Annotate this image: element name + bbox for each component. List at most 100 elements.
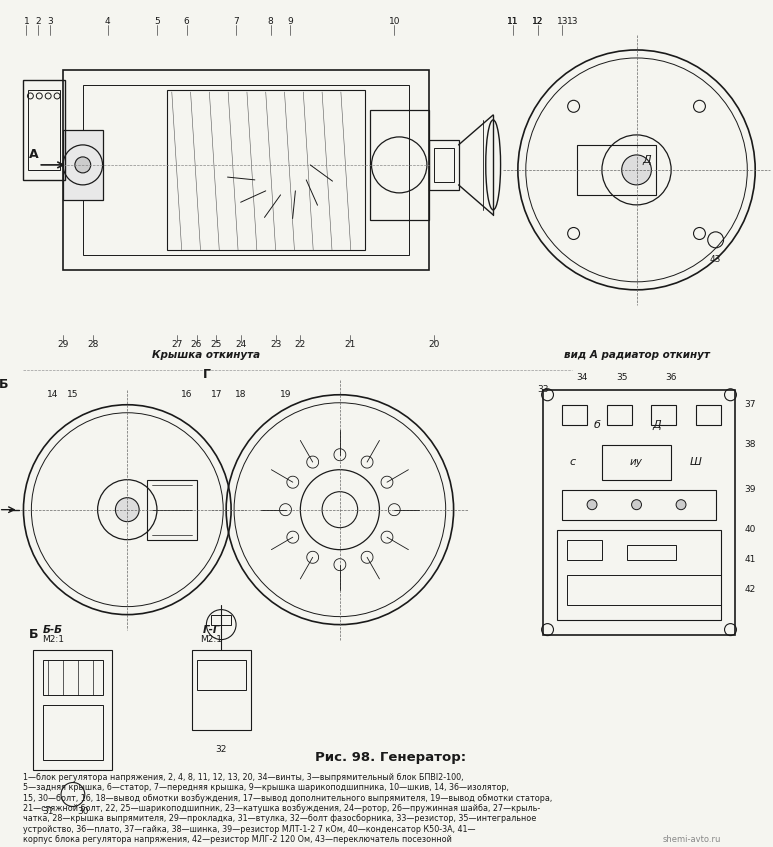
Text: 22: 22 xyxy=(295,340,306,349)
Text: 26: 26 xyxy=(191,340,203,349)
Circle shape xyxy=(587,500,597,510)
Text: Г: Г xyxy=(203,368,210,381)
Text: 16: 16 xyxy=(181,390,192,399)
Bar xyxy=(83,85,409,255)
Bar xyxy=(567,540,602,560)
Text: 4: 4 xyxy=(104,18,111,26)
Bar xyxy=(557,529,720,620)
Bar xyxy=(696,405,720,424)
Bar xyxy=(602,445,671,479)
Text: 15, 30—болт, 16, 18—вывод обмотки возбуждения, 17—вывод дополнительного выпрямит: 15, 30—болт, 16, 18—вывод обмотки возбуж… xyxy=(23,794,553,802)
Bar xyxy=(43,660,103,695)
Bar xyxy=(627,545,676,560)
Text: 23: 23 xyxy=(270,340,281,349)
Text: 27: 27 xyxy=(171,340,182,349)
Text: Рис. 98. Генератор:: Рис. 98. Генератор: xyxy=(315,751,466,764)
Text: 1: 1 xyxy=(23,18,29,26)
Text: 21: 21 xyxy=(344,340,356,349)
Text: Б: Б xyxy=(29,628,38,641)
Text: 11: 11 xyxy=(507,18,519,26)
Circle shape xyxy=(676,500,686,510)
Bar xyxy=(577,145,656,195)
Bar xyxy=(429,140,458,190)
Text: 9: 9 xyxy=(288,18,293,26)
Text: б: б xyxy=(594,420,601,429)
Text: 11: 11 xyxy=(507,18,519,26)
Text: Б-Б: Б-Б xyxy=(43,624,63,634)
Text: 41: 41 xyxy=(744,555,756,564)
Bar xyxy=(567,574,720,605)
Text: 32: 32 xyxy=(216,745,227,754)
Text: М2:1: М2:1 xyxy=(200,635,223,644)
Text: 40: 40 xyxy=(744,525,756,534)
Text: 3: 3 xyxy=(47,18,53,26)
Bar xyxy=(63,130,103,200)
Bar xyxy=(563,490,716,520)
Text: 13: 13 xyxy=(567,18,578,26)
Bar xyxy=(23,25,587,335)
Text: 30: 30 xyxy=(77,807,89,816)
Text: вид А радиатор откинут: вид А радиатор откинут xyxy=(564,350,710,360)
Text: 10: 10 xyxy=(389,18,400,26)
Text: 24: 24 xyxy=(235,340,247,349)
Text: 14: 14 xyxy=(47,390,59,399)
Text: 21—стяжной болт, 22, 25—шарикоподшипник, 23—катушка возбуждения, 24—ротор, 26—пр: 21—стяжной болт, 22, 25—шарикоподшипник,… xyxy=(23,804,540,813)
Text: 20: 20 xyxy=(428,340,440,349)
Text: 43: 43 xyxy=(710,255,721,264)
Bar xyxy=(607,405,632,424)
Text: 12: 12 xyxy=(532,18,543,26)
Text: 29: 29 xyxy=(57,340,69,349)
Text: корпус блока регулятора напряжения, 42—резистор МЛГ-2 120 Ом, 43—переключатель п: корпус блока регулятора напряжения, 42—р… xyxy=(23,835,452,844)
Bar xyxy=(23,80,65,180)
Bar xyxy=(43,705,103,760)
Text: 38: 38 xyxy=(744,440,756,449)
Text: 12: 12 xyxy=(532,18,543,26)
Text: с: с xyxy=(569,457,575,467)
Text: 8: 8 xyxy=(267,18,274,26)
Text: 15: 15 xyxy=(67,390,79,399)
Text: А: А xyxy=(29,148,38,162)
Text: М2:1: М2:1 xyxy=(42,635,64,644)
Bar xyxy=(147,479,196,540)
Text: 42: 42 xyxy=(744,585,756,594)
Bar xyxy=(543,390,735,634)
Text: 2: 2 xyxy=(36,18,41,26)
Text: устройство, 36—плато, 37—гайка, 38—шинка, 39—резистор МЛТ-1-2 7 кОм, 40—конденса: устройство, 36—плато, 37—гайка, 38—шинка… xyxy=(23,825,476,834)
Bar xyxy=(369,110,429,220)
Bar xyxy=(196,660,246,689)
Text: 34: 34 xyxy=(577,374,587,382)
Text: чатка, 28—крышка выпрямителя, 29—прокладка, 31—втулка, 32—болт фазосборника, 33—: чатка, 28—крышка выпрямителя, 29—проклад… xyxy=(23,815,536,823)
Text: 6: 6 xyxy=(184,18,189,26)
Bar xyxy=(211,615,231,624)
Text: Г-Г: Г-Г xyxy=(203,624,220,634)
Text: Д: Д xyxy=(642,155,651,165)
Text: Б: Б xyxy=(0,379,9,391)
Text: 33: 33 xyxy=(537,385,548,394)
Text: 31: 31 xyxy=(43,807,54,816)
Bar xyxy=(434,148,454,182)
Text: shemi-avto.ru: shemi-avto.ru xyxy=(662,835,720,844)
Text: 39: 39 xyxy=(744,485,756,494)
Text: 5: 5 xyxy=(154,18,160,26)
Bar xyxy=(652,405,676,424)
Bar xyxy=(563,405,587,424)
Text: 36: 36 xyxy=(666,374,677,382)
Bar xyxy=(167,90,365,250)
Circle shape xyxy=(621,155,652,185)
Bar xyxy=(33,650,112,770)
Text: 13: 13 xyxy=(557,18,568,26)
Text: иу: иу xyxy=(630,457,643,467)
Text: Д: Д xyxy=(652,420,661,429)
Text: 7: 7 xyxy=(233,18,239,26)
Text: 17: 17 xyxy=(210,390,222,399)
Text: 28: 28 xyxy=(87,340,98,349)
Bar xyxy=(29,90,60,170)
Text: 25: 25 xyxy=(210,340,222,349)
Bar xyxy=(192,650,251,729)
Text: Ш: Ш xyxy=(690,457,702,467)
Circle shape xyxy=(75,157,90,173)
Text: 35: 35 xyxy=(616,374,628,382)
Text: Крышка откинута: Крышка откинута xyxy=(152,350,261,360)
Text: 5—задняя крышка, 6—статор, 7—передняя крышка, 9—крышка шарикоподшипника, 10—шкив: 5—задняя крышка, 6—статор, 7—передняя кр… xyxy=(23,783,509,792)
Circle shape xyxy=(632,500,642,510)
